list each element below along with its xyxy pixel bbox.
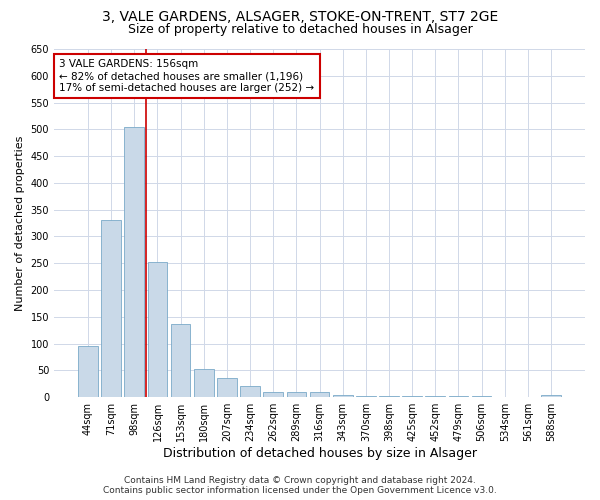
Bar bbox=[240, 386, 260, 397]
Text: 3 VALE GARDENS: 156sqm
← 82% of detached houses are smaller (1,196)
17% of semi-: 3 VALE GARDENS: 156sqm ← 82% of detached… bbox=[59, 60, 314, 92]
X-axis label: Distribution of detached houses by size in Alsager: Distribution of detached houses by size … bbox=[163, 447, 476, 460]
Bar bbox=[263, 392, 283, 397]
Bar bbox=[194, 369, 214, 397]
Text: 3, VALE GARDENS, ALSAGER, STOKE-ON-TRENT, ST7 2GE: 3, VALE GARDENS, ALSAGER, STOKE-ON-TRENT… bbox=[102, 10, 498, 24]
Bar bbox=[171, 324, 190, 397]
Text: Size of property relative to detached houses in Alsager: Size of property relative to detached ho… bbox=[128, 22, 472, 36]
Bar bbox=[425, 396, 445, 397]
Bar bbox=[541, 394, 561, 397]
Bar bbox=[148, 262, 167, 397]
Bar bbox=[402, 396, 422, 397]
Bar bbox=[217, 378, 237, 397]
Text: Contains HM Land Registry data © Crown copyright and database right 2024.
Contai: Contains HM Land Registry data © Crown c… bbox=[103, 476, 497, 495]
Bar bbox=[124, 126, 144, 397]
Bar bbox=[78, 346, 98, 397]
Bar bbox=[333, 394, 353, 397]
Y-axis label: Number of detached properties: Number of detached properties bbox=[15, 136, 25, 311]
Bar bbox=[101, 220, 121, 397]
Bar bbox=[356, 396, 376, 397]
Bar bbox=[495, 396, 515, 397]
Bar bbox=[449, 396, 468, 397]
Bar bbox=[287, 392, 306, 397]
Bar bbox=[518, 396, 538, 397]
Bar bbox=[379, 396, 399, 397]
Bar bbox=[310, 392, 329, 397]
Bar bbox=[472, 396, 491, 397]
